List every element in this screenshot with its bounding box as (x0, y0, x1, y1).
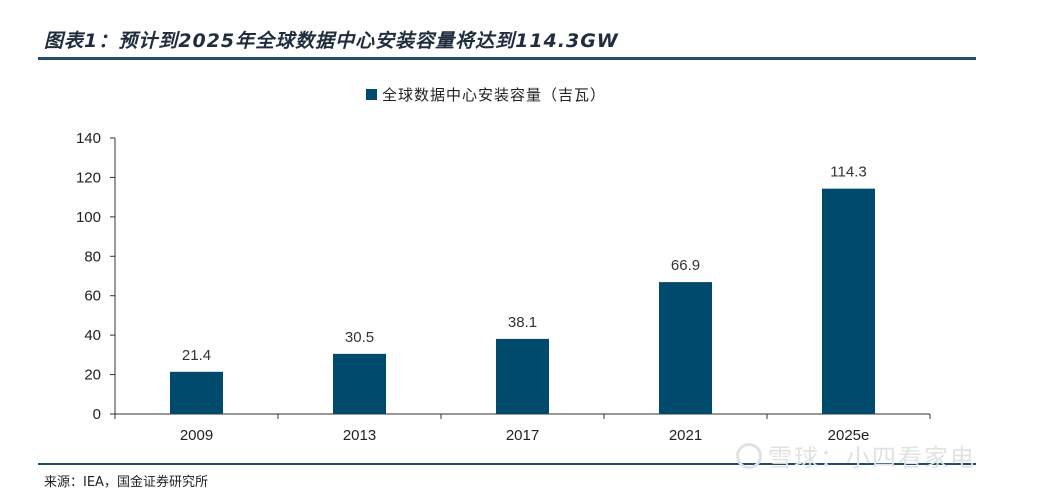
snowball-logo-icon (736, 442, 762, 469)
x-tick-label: 2021 (669, 427, 702, 444)
y-tick-label: 0 (93, 406, 101, 423)
watermark-text: 雪球：小四看家电 (768, 444, 976, 472)
y-tick-label: 140 (76, 130, 101, 147)
legend-label: 全球数据中心安装容量（吉瓦） (382, 86, 606, 104)
y-tick-label: 120 (76, 169, 101, 186)
y-tick-label: 40 (84, 327, 101, 344)
figure-title: 图表1：预计到2025年全球数据中心安装容量将达到114.3GW (44, 30, 619, 52)
y-tick-label: 20 (84, 367, 101, 384)
bar (170, 371, 223, 414)
bar (496, 338, 549, 414)
data-label: 30.5 (345, 329, 374, 346)
x-tick-label: 2013 (343, 427, 376, 444)
data-label: 66.9 (671, 257, 700, 274)
data-label: 38.1 (508, 314, 537, 331)
data-label: 21.4 (182, 347, 211, 364)
y-tick-label: 80 (84, 248, 101, 265)
x-tick-label: 2009 (180, 427, 213, 444)
bar (659, 282, 712, 414)
bar (333, 353, 386, 414)
watermark: 雪球：小四看家电 (736, 438, 976, 473)
source-rule (38, 463, 976, 465)
bar (822, 188, 875, 414)
data-label: 114.3 (830, 164, 866, 181)
source-note: 来源：IEA，国金证券研究所 (44, 475, 208, 490)
y-tick-label: 100 (76, 209, 101, 226)
y-tick-label: 60 (84, 288, 101, 305)
legend-swatch (366, 89, 377, 100)
x-tick-label: 2017 (506, 427, 539, 444)
x-tick-label: 2025e (828, 427, 870, 444)
title-rule (38, 57, 976, 60)
